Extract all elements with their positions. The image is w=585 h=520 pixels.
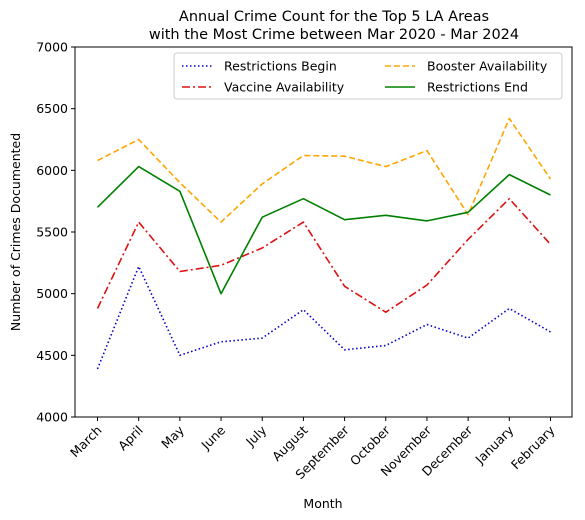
x-tick-label: February xyxy=(508,422,558,472)
y-tick-label: 5000 xyxy=(36,286,68,301)
series-line-booster-availability xyxy=(97,117,552,223)
x-tick-label: April xyxy=(115,423,146,454)
series-line-restrictions-end xyxy=(96,165,551,295)
x-tick-label: March xyxy=(67,423,105,461)
x-tick-label: July xyxy=(242,422,270,450)
x-tick-label: June xyxy=(198,422,229,453)
series-lines xyxy=(96,117,552,370)
y-axis-ticks: 4000 4500 5000 5500 6000 6500 7000 xyxy=(36,40,75,425)
x-axis-label: Month xyxy=(303,496,342,511)
legend-label: Booster Availability xyxy=(427,59,548,74)
y-tick-label: 7000 xyxy=(36,40,68,55)
x-axis-ticks: March April May June July AugustSeptemberOcto… xyxy=(67,417,558,482)
series-line-vaccine-availability xyxy=(96,197,552,314)
y-tick-label: 4500 xyxy=(36,348,68,363)
plot-frame xyxy=(74,46,573,418)
legend-label: Vaccine Availability xyxy=(224,80,345,95)
series-line-restrictions-begin xyxy=(96,265,551,370)
legend: Restrictions Begin Vaccine Availability Bo… xyxy=(173,52,563,100)
y-tick-label: 6000 xyxy=(36,163,68,178)
y-axis-label: Number of Crimes Documented xyxy=(8,133,23,331)
x-tick-label: May xyxy=(158,422,187,451)
y-tick-label: 6500 xyxy=(36,101,68,116)
legend-label: Restrictions End xyxy=(427,80,528,95)
y-tick-label: 5500 xyxy=(36,225,68,240)
x-tick-label: August xyxy=(269,422,311,464)
chart-title-line2: with the Most Crime between Mar 2020 - M… xyxy=(149,27,519,43)
legend-label: Restrictions Begin xyxy=(224,59,337,74)
legend-box xyxy=(173,52,563,100)
chart-title-line1: Annual Crime Count for the Top 5 LA Area… xyxy=(179,9,489,25)
y-tick-label: 4000 xyxy=(36,410,68,425)
